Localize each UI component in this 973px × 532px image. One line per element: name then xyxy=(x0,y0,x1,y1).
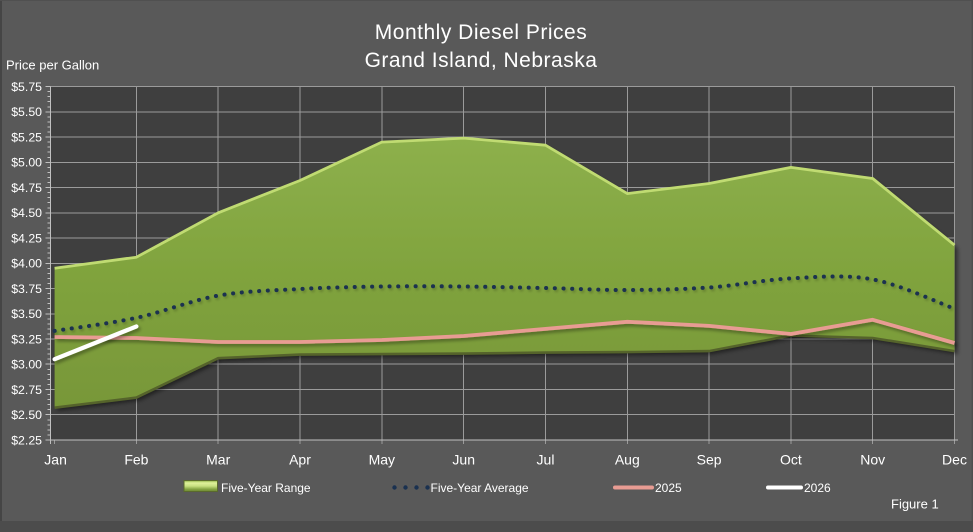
svg-text:Grand Island, Nebraska: Grand Island, Nebraska xyxy=(365,49,598,72)
svg-text:$2.75: $2.75 xyxy=(11,383,42,397)
svg-text:Mar: Mar xyxy=(206,452,230,468)
svg-text:$4.50: $4.50 xyxy=(11,206,42,220)
svg-text:Feb: Feb xyxy=(124,452,148,468)
svg-text:Five-Year Average: Five-Year Average xyxy=(431,481,529,495)
svg-text:Five-Year Range: Five-Year Range xyxy=(221,481,311,495)
svg-text:$3.25: $3.25 xyxy=(11,332,42,346)
svg-text:$4.00: $4.00 xyxy=(11,257,42,271)
svg-text:$5.50: $5.50 xyxy=(11,105,42,119)
svg-text:Oct: Oct xyxy=(780,452,802,468)
svg-text:Sep: Sep xyxy=(697,452,722,468)
svg-text:Aug: Aug xyxy=(615,452,640,468)
svg-text:$5.00: $5.00 xyxy=(11,156,42,170)
svg-text:2025: 2025 xyxy=(655,481,682,495)
svg-text:$2.25: $2.25 xyxy=(11,433,42,447)
svg-text:$5.25: $5.25 xyxy=(11,130,42,144)
svg-text:May: May xyxy=(369,452,395,468)
svg-text:Jan: Jan xyxy=(44,452,67,468)
svg-text:Monthly Diesel Prices: Monthly Diesel Prices xyxy=(375,21,587,44)
svg-text:2026: 2026 xyxy=(804,481,831,495)
svg-text:Figure 1: Figure 1 xyxy=(891,497,939,512)
svg-text:$2.50: $2.50 xyxy=(11,408,42,422)
svg-text:Dec: Dec xyxy=(942,452,967,468)
svg-text:$4.75: $4.75 xyxy=(11,181,42,195)
svg-text:$3.00: $3.00 xyxy=(11,358,42,372)
svg-text:Jul: Jul xyxy=(537,452,555,468)
svg-text:$3.75: $3.75 xyxy=(11,282,42,296)
svg-text:$5.75: $5.75 xyxy=(11,80,42,94)
svg-text:$4.25: $4.25 xyxy=(11,231,42,245)
svg-text:Nov: Nov xyxy=(860,452,885,468)
svg-text:Jun: Jun xyxy=(452,452,475,468)
svg-text:$3.50: $3.50 xyxy=(11,307,42,321)
svg-text:Price per Gallon: Price per Gallon xyxy=(6,58,99,73)
svg-text:Apr: Apr xyxy=(289,452,311,468)
